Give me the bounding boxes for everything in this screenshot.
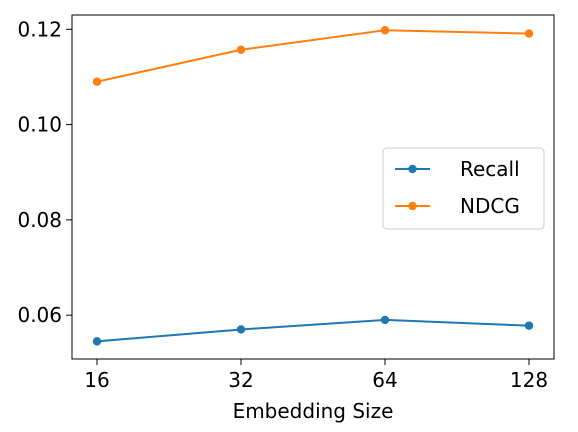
legend-recall-label: Recall xyxy=(460,157,520,181)
series-layer xyxy=(92,26,534,346)
series-line-recall xyxy=(96,318,530,343)
legend-ndcg-marker xyxy=(408,201,417,211)
data-point-recall xyxy=(92,337,102,346)
data-point-recall xyxy=(524,321,534,330)
x-axis-label: Embedding Size xyxy=(233,399,394,423)
x-axis: 16 32 64 128 xyxy=(84,359,548,392)
series-line-ndcg xyxy=(96,29,530,83)
y-tick-label: 0.06 xyxy=(17,303,62,327)
y-tick-label: 0.08 xyxy=(17,208,62,232)
legend-recall-marker xyxy=(408,164,417,174)
legend: Recall NDCG xyxy=(382,147,545,230)
legend-ndcg-label: NDCG xyxy=(460,194,520,218)
y-tick-label: 0.10 xyxy=(17,113,62,137)
plot-frame xyxy=(71,14,555,360)
data-point-recall xyxy=(236,325,246,334)
y-axis: 0.06 0.08 0.10 0.12 xyxy=(17,17,72,327)
x-tick-label: 128 xyxy=(510,368,548,392)
x-tick-label: 64 xyxy=(372,368,397,392)
data-point-recall xyxy=(380,315,390,325)
y-tick-label: 0.12 xyxy=(17,17,62,41)
x-tick-label: 32 xyxy=(228,368,253,392)
data-point-ndcg xyxy=(380,26,390,35)
data-point-ndcg xyxy=(524,29,534,38)
data-point-ndcg xyxy=(92,77,102,86)
data-point-ndcg xyxy=(236,45,246,54)
x-tick-label: 16 xyxy=(84,368,109,392)
